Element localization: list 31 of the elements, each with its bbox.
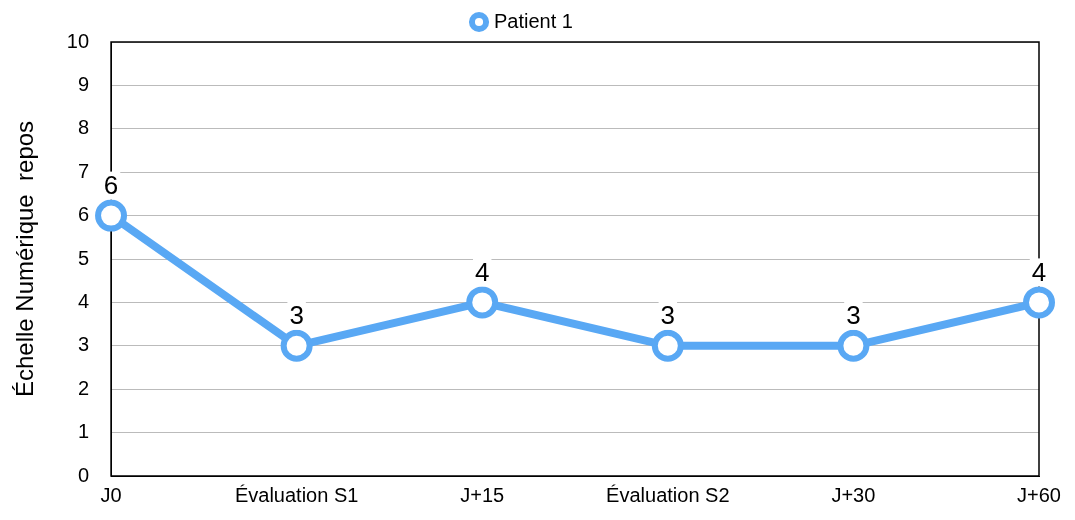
point: [1023, 286, 1055, 319]
data-label: 4: [474, 256, 490, 287]
point: [466, 286, 499, 319]
y-tick-label: 4: [77, 289, 90, 312]
x-tick-label: Évaluation S2: [606, 483, 730, 506]
data-label: 6: [103, 169, 119, 200]
x-tick-label: Évaluation S1: [234, 483, 359, 506]
x-tick-label: J0: [100, 483, 122, 506]
y-tick-label: 7: [77, 159, 90, 182]
data-label: 3: [289, 299, 304, 330]
data-label: 4: [1031, 256, 1047, 287]
point: [95, 199, 128, 232]
y-tick-label: 3: [77, 333, 90, 356]
point: [837, 329, 870, 362]
legend-label: Patient 1: [494, 9, 573, 32]
x-tick-label: J+30: [831, 483, 876, 506]
point: [280, 329, 313, 362]
point: [651, 329, 684, 362]
y-tick-label: 1: [77, 420, 90, 443]
y-tick-label: 2: [77, 376, 90, 399]
y-tick-label: 6: [77, 203, 90, 226]
y-tick-label: 5: [77, 246, 90, 269]
x-tick-label: J+15: [460, 483, 505, 506]
y-tick-label: 0: [77, 463, 90, 486]
data-label: 3: [660, 299, 676, 330]
x-tick-label: J+60: [1017, 483, 1061, 506]
y-tick-label: 8: [77, 116, 90, 139]
y-tick-label: 9: [77, 72, 90, 95]
y-tick-label: 10: [66, 29, 90, 52]
y-axis-title: Échelle Numérique repos: [11, 120, 39, 398]
data-label: 3: [846, 299, 861, 330]
